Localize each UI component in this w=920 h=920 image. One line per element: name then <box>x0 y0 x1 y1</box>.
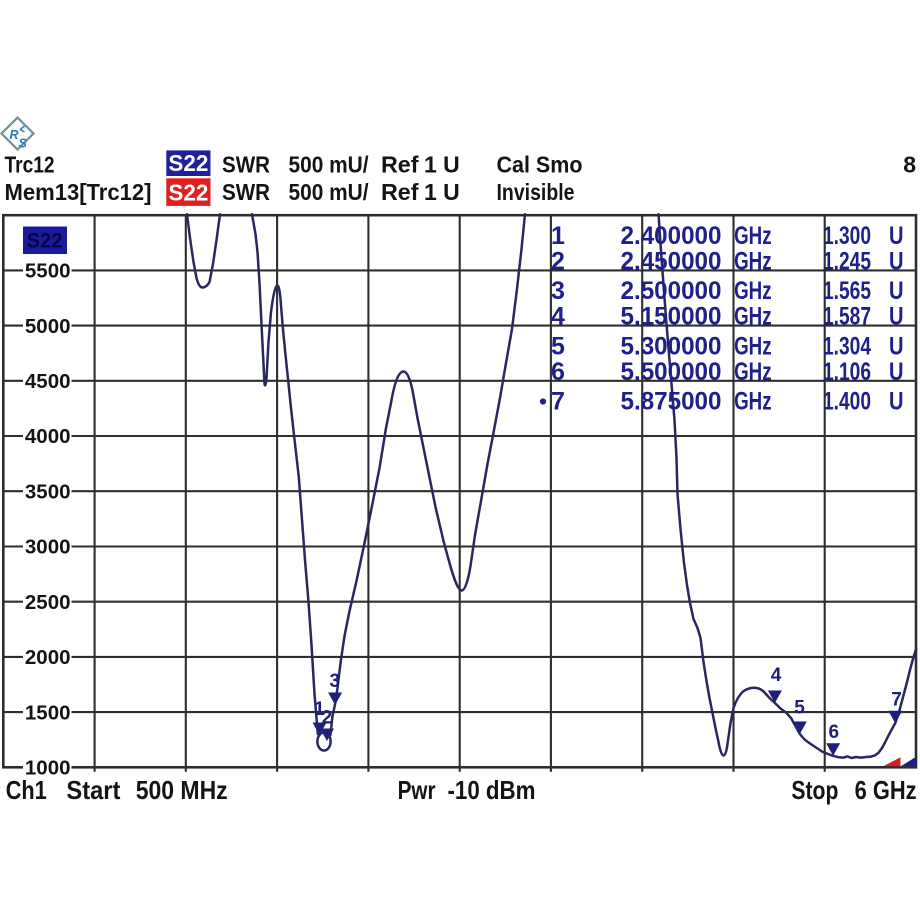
svg-text:2.400000: 2.400000 <box>621 222 722 250</box>
svg-text:U: U <box>889 358 904 386</box>
svg-text:R: R <box>10 128 19 142</box>
svg-text:7: 7 <box>551 388 565 416</box>
svg-text:S22: S22 <box>27 230 63 253</box>
svg-text:500 mU/: 500 mU/ <box>289 152 370 178</box>
svg-text:4000: 4000 <box>25 425 71 448</box>
svg-text:1.587: 1.587 <box>823 303 871 331</box>
svg-text:2: 2 <box>551 248 565 276</box>
svg-text:4500: 4500 <box>25 370 71 393</box>
svg-text:U: U <box>889 222 904 250</box>
svg-text:1500: 1500 <box>25 701 71 724</box>
svg-text:-10 dBm: -10 dBm <box>448 775 536 805</box>
svg-text:1.106: 1.106 <box>823 358 871 386</box>
svg-text:500 MHz: 500 MHz <box>136 775 228 805</box>
svg-text:4: 4 <box>771 665 782 686</box>
svg-text:5.150000: 5.150000 <box>621 303 722 331</box>
svg-text:U: U <box>889 388 904 416</box>
svg-text:S22: S22 <box>168 179 208 205</box>
svg-text:GHz: GHz <box>734 332 772 360</box>
svg-text:GHz: GHz <box>734 358 772 386</box>
svg-text:GHz: GHz <box>734 277 772 305</box>
svg-text:6: 6 <box>551 358 565 386</box>
svg-text:5.300000: 5.300000 <box>621 332 722 360</box>
svg-text:3: 3 <box>551 277 565 305</box>
svg-text:5500: 5500 <box>25 260 71 283</box>
svg-text:Invisible: Invisible <box>497 179 575 205</box>
svg-text:Ref: Ref <box>381 179 419 205</box>
svg-text:GHz: GHz <box>734 303 772 331</box>
svg-text:GHz: GHz <box>734 248 772 276</box>
svg-text:U: U <box>889 303 904 331</box>
svg-text:2: 2 <box>322 708 333 729</box>
svg-text:GHz: GHz <box>734 388 772 416</box>
svg-text:5: 5 <box>551 332 565 360</box>
svg-text:1.300: 1.300 <box>823 222 871 250</box>
svg-text:SWR: SWR <box>222 152 270 178</box>
svg-text:Ch1: Ch1 <box>6 775 47 805</box>
svg-text:3: 3 <box>330 671 341 692</box>
svg-text:1000: 1000 <box>25 757 71 780</box>
svg-text:7: 7 <box>891 690 902 711</box>
svg-text:Pwr: Pwr <box>398 775 436 805</box>
svg-text:3000: 3000 <box>25 536 71 559</box>
svg-text:Cal Smo: Cal Smo <box>497 152 583 178</box>
svg-text:1 U: 1 U <box>424 179 460 205</box>
svg-text:SWR: SWR <box>222 179 270 205</box>
svg-text:S22: S22 <box>168 150 208 176</box>
svg-text:8: 8 <box>903 152 916 178</box>
svg-text:2500: 2500 <box>25 591 71 614</box>
svg-text:U: U <box>889 332 904 360</box>
svg-text:1: 1 <box>314 699 325 720</box>
svg-text:2.500000: 2.500000 <box>621 277 722 305</box>
svg-text:Mem13[Trc12]: Mem13[Trc12] <box>5 179 152 205</box>
svg-text:1.400: 1.400 <box>823 388 871 416</box>
svg-text:6: 6 <box>829 722 840 743</box>
svg-text:5.500000: 5.500000 <box>621 358 722 386</box>
svg-text:1.245: 1.245 <box>823 248 871 276</box>
svg-text:5.875000: 5.875000 <box>621 388 722 416</box>
svg-text:2000: 2000 <box>25 646 71 669</box>
svg-text:500 mU/: 500 mU/ <box>289 179 370 205</box>
svg-text:Ref: Ref <box>381 152 419 178</box>
svg-text:5: 5 <box>794 698 805 719</box>
svg-text:1.304: 1.304 <box>823 332 871 360</box>
svg-text:2.450000: 2.450000 <box>621 248 722 276</box>
svg-text:GHz: GHz <box>734 222 772 250</box>
svg-text:1 U: 1 U <box>424 152 460 178</box>
svg-text:3500: 3500 <box>25 480 71 503</box>
svg-text:6 GHz: 6 GHz <box>855 775 917 805</box>
svg-text:1.565: 1.565 <box>823 277 871 305</box>
svg-text:1: 1 <box>551 222 565 250</box>
svg-text:U: U <box>889 277 904 305</box>
svg-text:5000: 5000 <box>25 315 71 338</box>
svg-text:Trc12: Trc12 <box>5 152 55 178</box>
svg-text:S: S <box>19 137 28 151</box>
svg-text:Stop: Stop <box>791 775 838 805</box>
svg-text:4: 4 <box>551 303 565 331</box>
svg-text:U: U <box>889 248 904 276</box>
svg-text:Start: Start <box>66 775 120 805</box>
